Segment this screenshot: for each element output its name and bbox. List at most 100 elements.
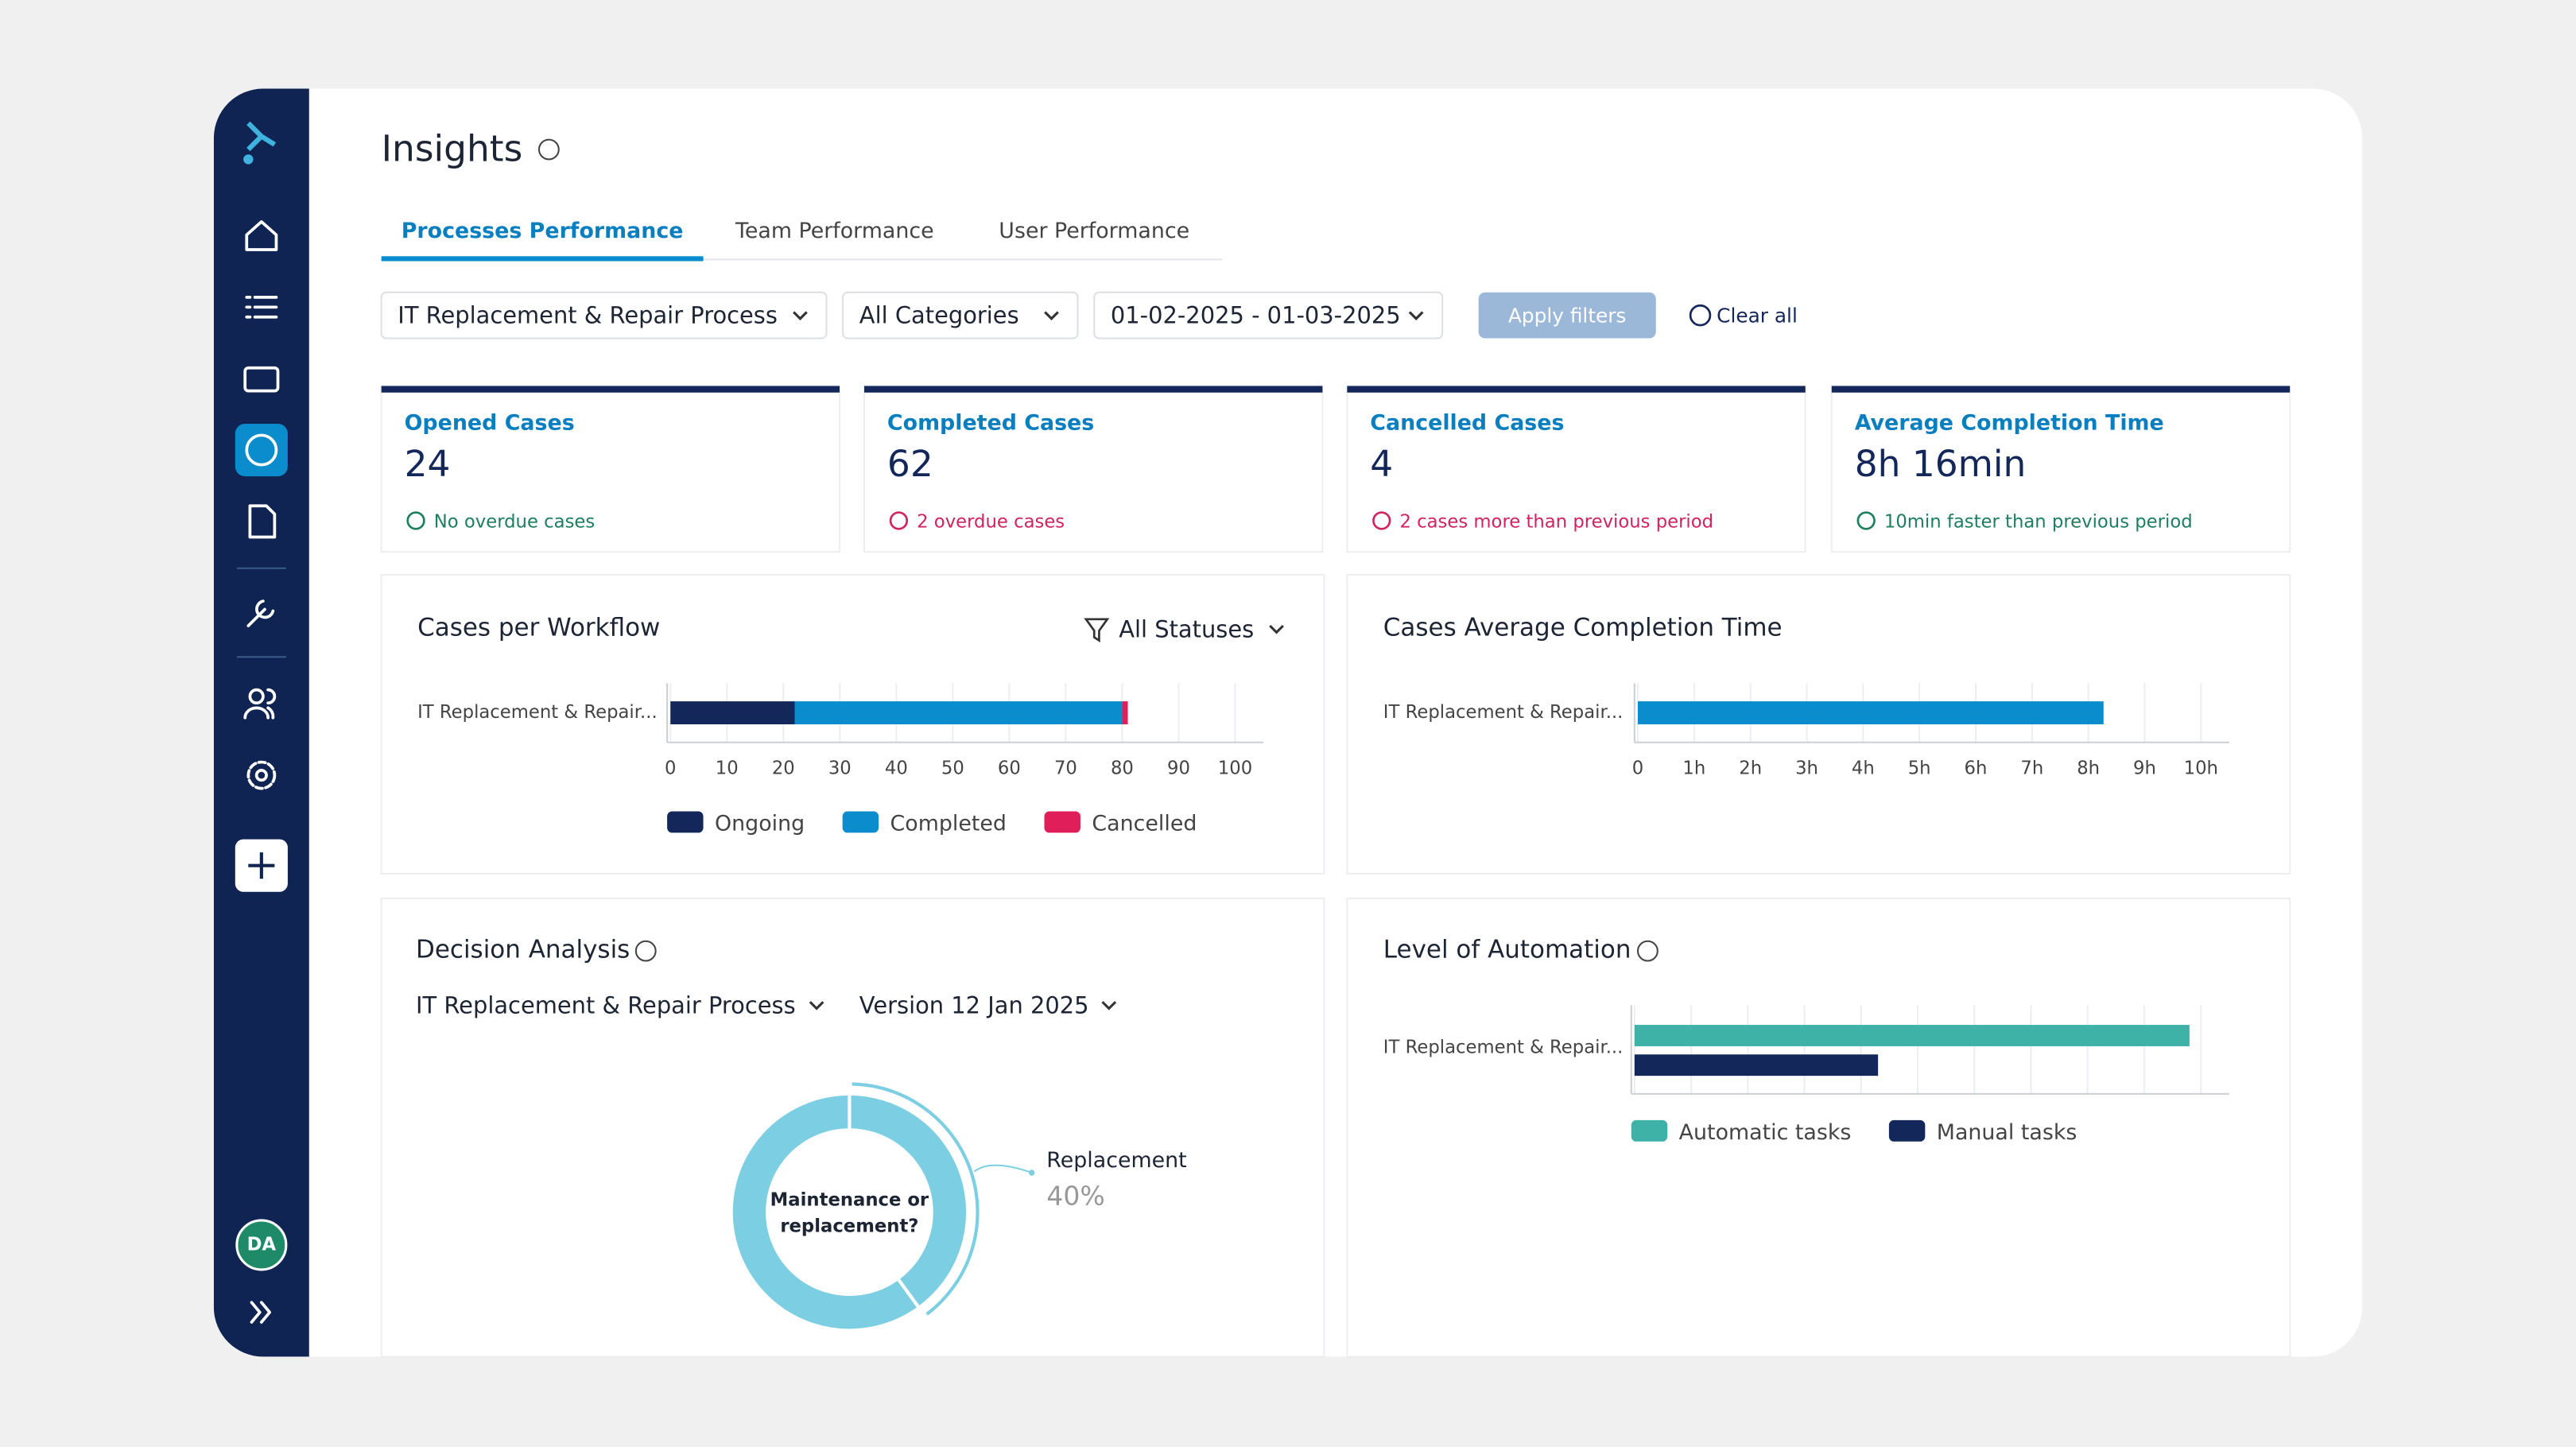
bar <box>1122 701 1128 725</box>
x-tick-label: 30 <box>828 758 852 778</box>
legend-swatch <box>1044 811 1080 833</box>
sidebar-icons: DA <box>235 121 288 1324</box>
kpi-note: 2 overdue cases <box>917 511 1065 532</box>
x-tick-label: 100 <box>1218 758 1252 778</box>
chevron <box>1101 1001 1117 1011</box>
x-tick-label: 2h <box>1739 758 1762 778</box>
x-tick-label: 70 <box>1054 758 1077 778</box>
chevron <box>1044 311 1059 320</box>
kpi-label: Opened Cases <box>405 410 575 435</box>
leader-dot <box>1029 1170 1035 1176</box>
kpi-value: 62 <box>887 443 933 485</box>
apply-button[interactable] <box>1478 292 1656 339</box>
tab[interactable]: User Performance <box>999 219 1189 243</box>
panel-title: Decision Analysis <box>416 936 630 964</box>
x-tick-label: 10 <box>716 758 739 778</box>
x-tick-label: 6h <box>1965 758 1988 778</box>
chevron <box>793 311 808 320</box>
process-select[interactable]: IT Replacement & Repair Process <box>416 991 796 1018</box>
kpi-label: Completed Cases <box>887 410 1094 435</box>
x-tick-label: 0 <box>1632 758 1643 778</box>
chart-panel: Cases Average Completion Time 0 1h 2h 3h 4h 5h… <box>1346 574 2291 875</box>
x-tick-label: 3h <box>1795 758 1818 778</box>
team-icon-body <box>243 688 277 720</box>
decision-analysis: Decision Analysis IT Replacement & Repair… <box>380 897 1325 1358</box>
active-nav[interactable] <box>235 423 288 477</box>
bar <box>1634 1025 2190 1046</box>
doc-icon[interactable] <box>248 504 277 539</box>
legend-swatch <box>842 811 879 833</box>
legend-label: Manual tasks <box>1937 1120 2077 1145</box>
info-icon[interactable] <box>634 940 657 962</box>
legend-label: Automatic tasks <box>1679 1120 1852 1145</box>
clear-label[interactable]: Clear all <box>1717 305 1798 328</box>
kpi-topbar <box>1831 386 2291 393</box>
settings-icon[interactable] <box>246 760 277 790</box>
x-tick-label: 90 <box>1167 758 1190 778</box>
sidebar <box>213 88 309 1357</box>
x-tick-label: 5h <box>1908 758 1931 778</box>
legend-label: Ongoing <box>715 812 805 836</box>
panel <box>1346 897 2291 1358</box>
x-tick-label: 40 <box>885 758 908 778</box>
legend-label: Completed <box>890 812 1007 836</box>
insights-icon <box>245 433 278 467</box>
team-icon[interactable] <box>248 688 265 705</box>
tab[interactable]: Processes Performance <box>402 219 684 243</box>
bar <box>1638 701 2104 725</box>
wrench-icon[interactable] <box>246 599 275 627</box>
filter-icon <box>1084 618 1110 643</box>
chevron <box>1269 624 1284 634</box>
list-icon[interactable] <box>245 296 278 319</box>
page-title: Insights <box>382 128 523 170</box>
home-icon[interactable] <box>245 220 278 251</box>
chart-title: Cases Average Completion Time <box>1383 614 1783 642</box>
x-tick-label: 1h <box>1682 758 1705 778</box>
info-icon[interactable] <box>537 138 560 161</box>
kpi-card <box>863 385 1324 553</box>
x-tick-label: 60 <box>998 758 1021 778</box>
filter-dropdown[interactable] <box>380 291 828 339</box>
version-select[interactable]: Version 12 Jan 2025 <box>859 991 1089 1018</box>
status-filter[interactable]: All Statuses <box>1119 615 1254 642</box>
filter-dropdown[interactable] <box>1093 291 1444 339</box>
filters: IT Replacement & Repair Process All Categ… <box>380 291 1798 339</box>
kpi-card <box>1830 385 2291 553</box>
filter-value: 01-02-2025 - 01-03-2025 <box>1111 302 1401 329</box>
kpi-topbar <box>864 386 1323 393</box>
bar <box>670 701 795 725</box>
expand-icon[interactable] <box>250 1301 272 1324</box>
kpi-note: No overdue cases <box>434 511 595 532</box>
legend-swatch <box>1888 1119 1926 1142</box>
category-label: IT Replacement & Repair... <box>1383 702 1624 723</box>
clear-icon[interactable] <box>1689 304 1712 327</box>
add-icon <box>248 852 275 879</box>
leader-line <box>973 1164 1033 1174</box>
kpi-note-icon <box>406 511 425 530</box>
segment-label: Replacement <box>1046 1148 1186 1173</box>
kpi-value: 4 <box>1370 443 1393 485</box>
filter-value: IT Replacement & Repair Process <box>398 302 778 329</box>
settings-core <box>254 769 268 782</box>
tab[interactable]: Team Performance <box>735 219 934 243</box>
kpi-note-icon <box>889 511 909 530</box>
bar <box>794 701 1123 725</box>
kpi-topbar <box>381 386 840 393</box>
info-icon[interactable] <box>1636 940 1658 962</box>
x-tick-label: 80 <box>1111 758 1134 778</box>
kpi-note: 2 cases more than previous period <box>1399 511 1713 532</box>
chart-panel: Level of Automation IT Replacement & Repa… <box>1346 897 2291 1358</box>
kpi-value: 8h 16min <box>1855 443 2027 485</box>
highlight-arc <box>852 1082 980 1316</box>
x-tick-label: 7h <box>2020 758 2043 778</box>
chart-title: Level of Automation <box>1383 936 1631 964</box>
avatar[interactable] <box>235 1219 288 1271</box>
briefcase-icon[interactable] <box>243 366 280 393</box>
filter-dropdown[interactable] <box>842 291 1079 339</box>
kpi-note-icon <box>1856 511 1876 530</box>
bar <box>1634 1054 1879 1077</box>
donut-center-label: Maintenance or <box>770 1190 929 1211</box>
x-tick-label: 8h <box>2077 758 2100 778</box>
